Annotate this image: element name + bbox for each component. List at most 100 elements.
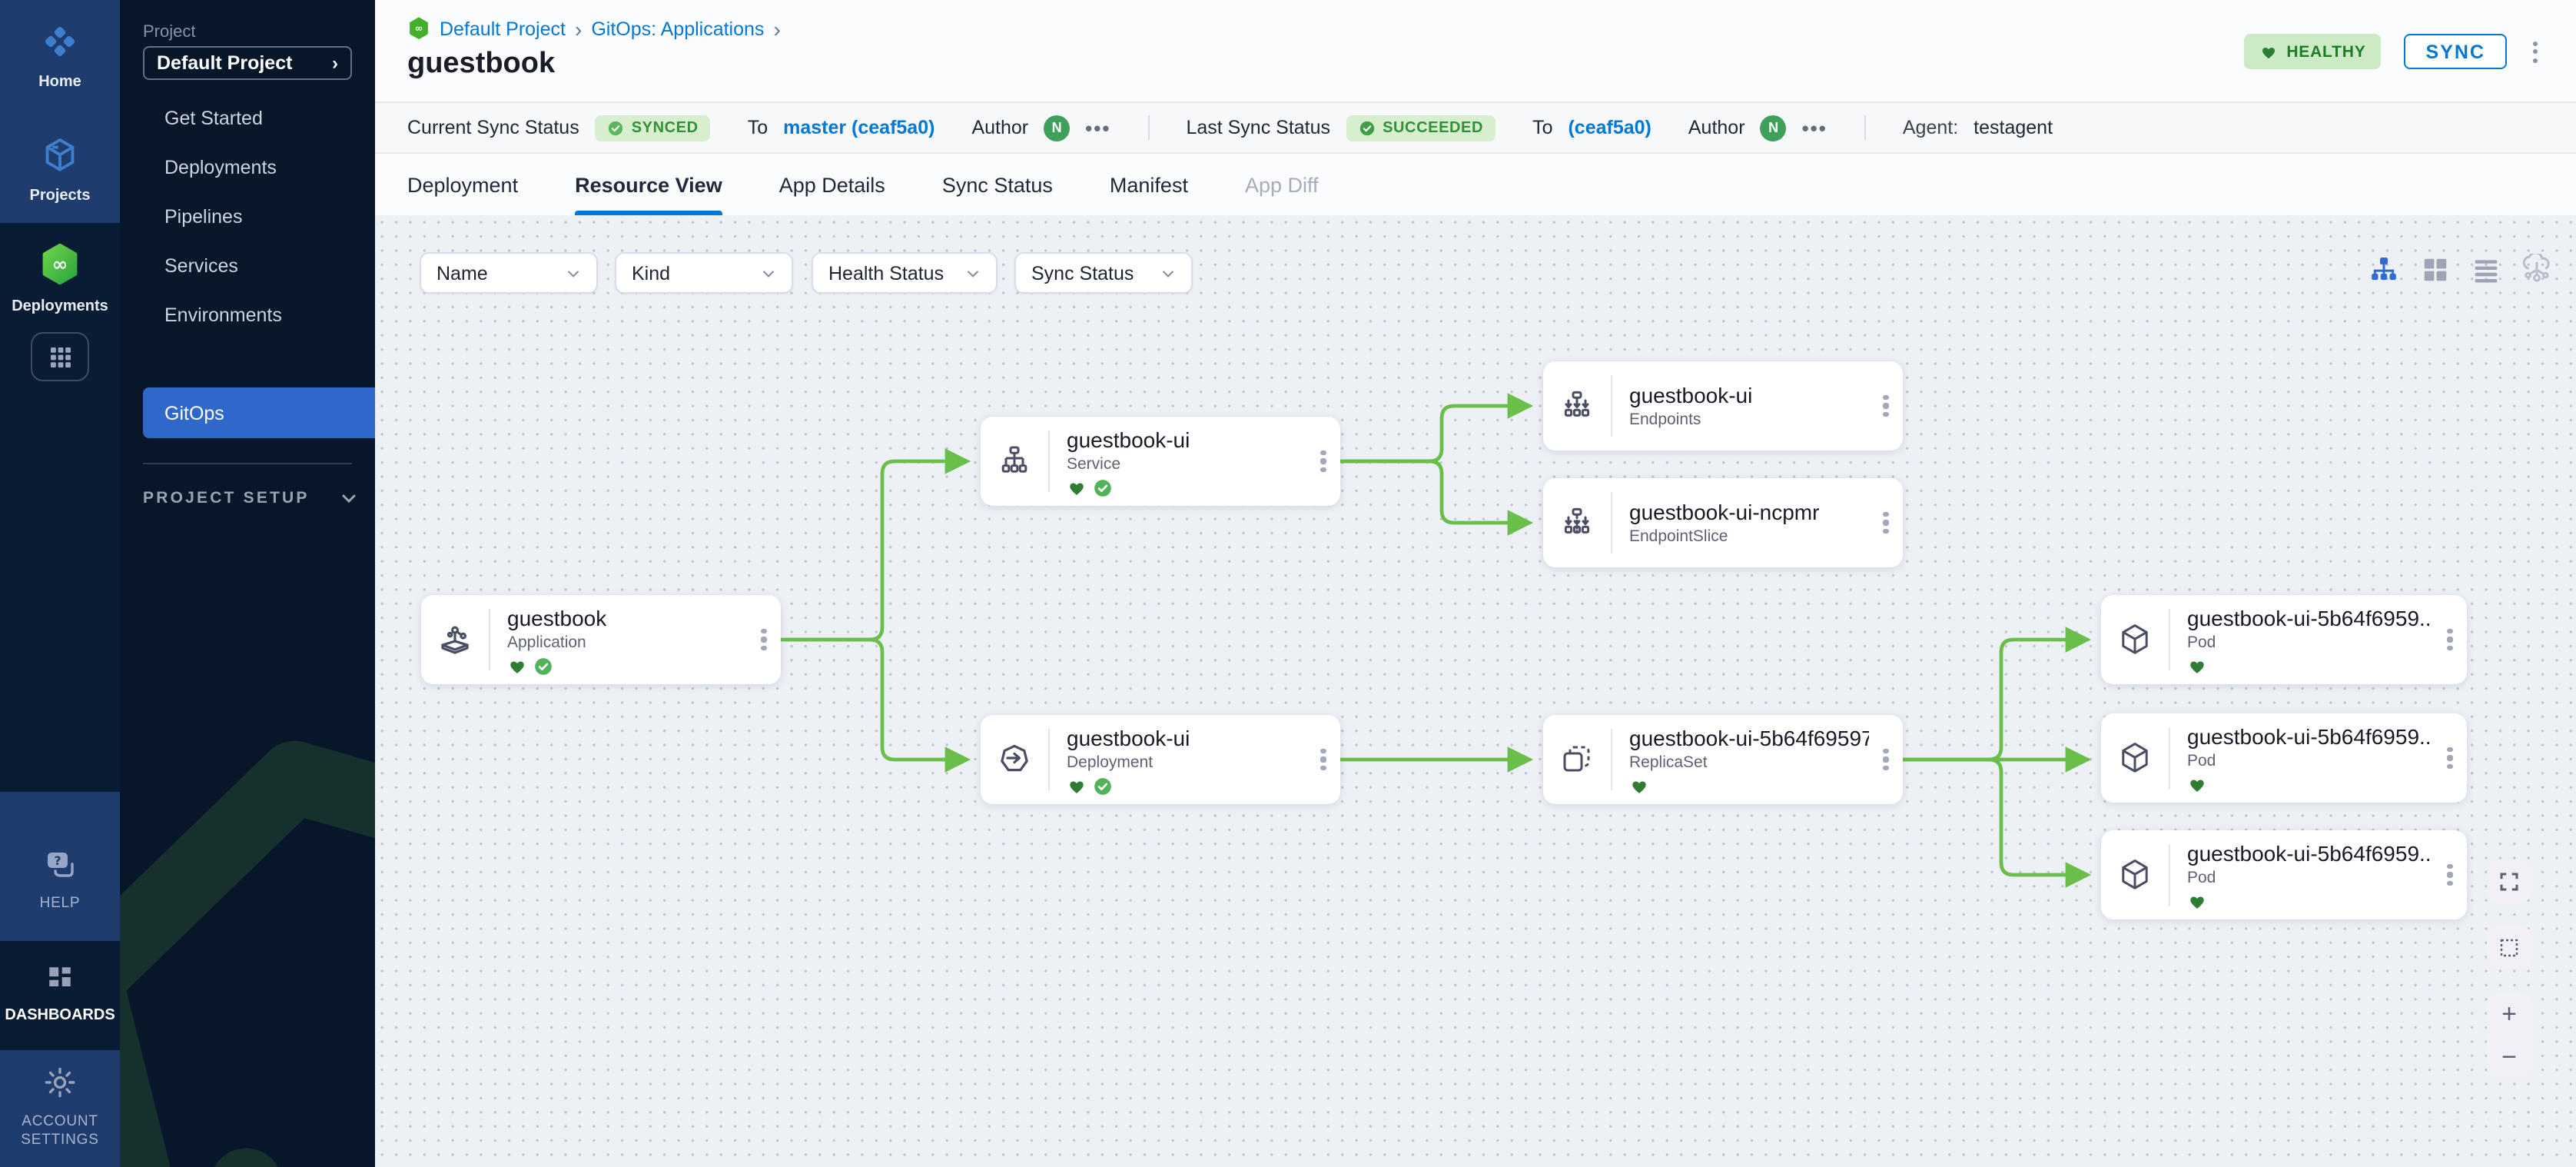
node-kind: Application bbox=[507, 633, 586, 652]
node-kebab-icon[interactable] bbox=[2433, 830, 2467, 919]
sidebar-divider bbox=[143, 463, 352, 464]
rail-item-home[interactable]: Home bbox=[0, 22, 120, 91]
filter-kind[interactable]: Kind bbox=[615, 252, 793, 294]
node-application-guestbook[interactable]: guestbook Application bbox=[421, 595, 781, 684]
zoom-controls: + − bbox=[2487, 993, 2531, 1078]
network-view-toggle[interactable] bbox=[2519, 252, 2553, 286]
header-actions: HEALTHY SYNC bbox=[2243, 34, 2541, 69]
help-icon: ? bbox=[41, 853, 78, 889]
project-selector[interactable]: Default Project › bbox=[143, 46, 352, 80]
application-icon bbox=[421, 609, 490, 670]
rail-item-deployments[interactable]: ∞ Deployments bbox=[0, 243, 120, 315]
sync-button[interactable]: SYNC bbox=[2404, 34, 2507, 69]
sidebar-item-environments[interactable]: Environments bbox=[120, 295, 375, 335]
tab-sync-status[interactable]: Sync Status bbox=[941, 173, 1053, 196]
sidebar-item-label: Services bbox=[164, 255, 238, 277]
pod-icon bbox=[2101, 844, 2170, 906]
node-name: guestbook-ui-ncpmr bbox=[1629, 500, 1820, 524]
filter-label: Sync Status bbox=[1031, 262, 1134, 284]
replicaset-icon bbox=[1543, 729, 1612, 790]
node-kebab-icon[interactable] bbox=[1869, 361, 1903, 451]
last-sync-label: Last Sync Status bbox=[1186, 117, 1331, 138]
tab-manifest[interactable]: Manifest bbox=[1109, 173, 1188, 196]
tab-app-details[interactable]: App Details bbox=[778, 173, 885, 196]
chevron-right-icon: › bbox=[332, 52, 338, 74]
node-service-guestbook-ui[interactable]: guestbook-ui Service bbox=[981, 417, 1340, 506]
filter-sync-status[interactable]: Sync Status bbox=[1014, 252, 1193, 294]
tab-app-diff: App Diff bbox=[1244, 173, 1319, 196]
rail-item-projects[interactable]: Projects bbox=[0, 135, 120, 204]
sidebar-item-deployments[interactable]: Deployments bbox=[120, 148, 375, 188]
healthy-heart-icon bbox=[2190, 780, 2204, 792]
rail-item-module-grid[interactable] bbox=[0, 332, 120, 381]
healthy-heart-icon bbox=[1632, 781, 1646, 793]
health-status-badge: HEALTHY bbox=[2243, 34, 2382, 69]
rail-item-dashboards[interactable]: DASHBOARDS bbox=[0, 961, 120, 1024]
breadcrumb-link-project[interactable]: Default Project bbox=[440, 18, 566, 39]
rail-item-account-settings[interactable]: ACCOUNT SETTINGS bbox=[0, 1064, 120, 1151]
health-badge-label: HEALTHY bbox=[2286, 42, 2366, 61]
tree-view-toggle[interactable] bbox=[2367, 252, 2401, 286]
tab-deployment[interactable]: Deployment bbox=[407, 173, 519, 196]
svg-text:∞: ∞ bbox=[415, 22, 423, 34]
more-authors-icon[interactable]: ••• bbox=[1085, 116, 1111, 139]
sidebar-item-services[interactable]: Services bbox=[120, 246, 375, 286]
synced-badge-label: SYNCED bbox=[631, 119, 699, 136]
healthy-heart-icon bbox=[2190, 661, 2204, 673]
filter-name[interactable]: Name bbox=[420, 252, 598, 294]
more-authors-icon[interactable]: ••• bbox=[1801, 116, 1827, 139]
node-name: guestbook-ui bbox=[1629, 383, 1753, 407]
sidebar-item-get-started[interactable]: Get Started bbox=[120, 98, 375, 138]
rail-label-home: Home bbox=[38, 74, 81, 91]
last-revision-link[interactable]: (ceaf5a0) bbox=[1568, 117, 1651, 138]
rail-label-dashboards: DASHBOARDS bbox=[5, 1007, 115, 1024]
node-kind: Pod bbox=[2187, 752, 2216, 770]
node-kebab-icon[interactable] bbox=[2433, 595, 2467, 684]
node-replicaset-guestbook-ui-5b64f69597[interactable]: guestbook-ui-5b64f69597 ReplicaSet bbox=[1543, 715, 1903, 804]
endpoints-icon bbox=[1543, 375, 1612, 437]
node-kebab-icon[interactable] bbox=[1306, 715, 1340, 804]
project-sidebar: Project Default Project › Get Started De… bbox=[120, 0, 375, 1167]
node-endpointslice-guestbook-ui-ncpmr[interactable]: guestbook-ui-ncpmr EndpointSlice bbox=[1543, 478, 1903, 567]
breadcrumb-separator: › bbox=[773, 16, 781, 41]
node-kebab-icon[interactable] bbox=[2433, 713, 2467, 803]
app-options-kebab-icon[interactable] bbox=[2530, 38, 2541, 65]
node-deployment-guestbook-ui[interactable]: guestbook-ui Deployment bbox=[981, 715, 1340, 804]
sidebar-item-gitops[interactable]: GitOps bbox=[143, 387, 375, 438]
node-pod-1[interactable]: guestbook-ui-5b64f6959... Pod bbox=[2101, 595, 2467, 684]
resource-tree-canvas[interactable]: Name Kind Health Status Sync Status bbox=[375, 215, 2576, 1167]
list-view-toggle[interactable] bbox=[2468, 252, 2502, 286]
grid-view-toggle[interactable] bbox=[2418, 252, 2452, 286]
node-endpoints-guestbook-ui[interactable]: guestbook-ui Endpoints bbox=[1543, 361, 1903, 451]
node-kebab-icon[interactable] bbox=[1869, 715, 1903, 804]
selection-marquee-icon bbox=[2500, 938, 2518, 956]
author-avatar: N bbox=[1044, 115, 1071, 141]
succeeded-badge-label: SUCCEEDED bbox=[1383, 119, 1484, 136]
node-pod-2[interactable]: guestbook-ui-5b64f6959... Pod bbox=[2101, 713, 2467, 803]
fullscreen-button[interactable] bbox=[2487, 859, 2531, 903]
node-pod-3[interactable]: guestbook-ui-5b64f6959... Pod bbox=[2101, 830, 2467, 919]
agent-label: Agent: bbox=[1902, 117, 1959, 138]
project-setup-toggle[interactable]: PROJECT SETUP bbox=[143, 489, 358, 507]
node-kebab-icon[interactable] bbox=[1869, 478, 1903, 567]
rail-item-help[interactable]: ? HELP bbox=[0, 846, 120, 912]
current-sync-label: Current Sync Status bbox=[407, 117, 579, 138]
rail-label-deployments: Deployments bbox=[12, 298, 108, 315]
node-kebab-icon[interactable] bbox=[1306, 417, 1340, 506]
breadcrumb-link-gitops-apps[interactable]: GitOps: Applications bbox=[591, 18, 765, 39]
zoom-out-button[interactable]: − bbox=[2501, 1042, 2517, 1072]
selection-button[interactable] bbox=[2487, 926, 2531, 969]
sidebar-item-pipelines[interactable]: Pipelines bbox=[120, 197, 375, 237]
current-revision-link[interactable]: master (ceaf5a0) bbox=[783, 117, 935, 138]
main-content: ∞ Default Project › GitOps: Applications… bbox=[375, 0, 2576, 1167]
zoom-in-button[interactable]: + bbox=[2501, 999, 2517, 1029]
current-author-label: Author bbox=[971, 117, 1029, 138]
node-kebab-icon[interactable] bbox=[747, 595, 781, 684]
node-name: guestbook-ui-5b64f6959... bbox=[2187, 724, 2433, 749]
filter-health-status[interactable]: Health Status bbox=[812, 252, 998, 294]
sidebar-item-label: GitOps bbox=[164, 402, 224, 424]
node-kind: Endpoints bbox=[1629, 411, 1701, 429]
check-circle-icon bbox=[608, 120, 622, 135]
svg-text:?: ? bbox=[54, 853, 61, 868]
tab-resource-view[interactable]: Resource View bbox=[575, 154, 722, 215]
